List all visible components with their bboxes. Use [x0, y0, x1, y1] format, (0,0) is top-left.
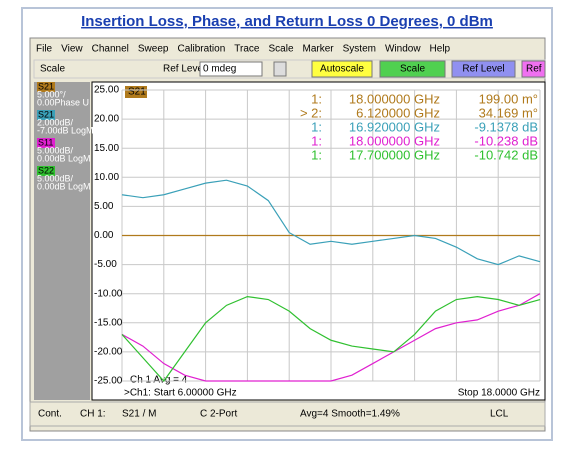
menu-item[interactable]: Window — [385, 44, 421, 55]
y-tick-label: 25.00 — [94, 85, 119, 96]
status-text: C 2-Port — [200, 409, 237, 420]
marker-freq: 6.120000 GHz — [356, 105, 440, 120]
marker-freq: 16.920000 GHz — [349, 119, 440, 134]
marker-value: -9.1378 dB — [474, 119, 538, 134]
legend-swatch[interactable] — [37, 82, 55, 92]
menu-item[interactable]: View — [61, 44, 83, 55]
legend-name[interactable]: S21 — [38, 109, 54, 119]
marker-freq: 17.700000 GHz — [349, 147, 440, 162]
status-bar — [29, 401, 546, 427]
button-label[interactable]: Ref — [526, 64, 542, 75]
trace — [121, 179, 541, 266]
avg-label: Ch 1 Avg = 4 — [130, 375, 188, 386]
legend-swatch[interactable] — [37, 138, 55, 148]
menu-item[interactable]: Trace — [234, 44, 260, 55]
title: Insertion Loss, Phase, and Return Loss 0… — [81, 13, 493, 30]
trace — [121, 295, 541, 382]
legend-scale: 5.000°/ — [37, 89, 66, 99]
status-text: LCL — [490, 409, 509, 420]
marker-id: 1: — [311, 147, 322, 162]
legend-swatch[interactable] — [37, 110, 55, 120]
button-label[interactable]: Autoscale — [320, 64, 364, 75]
stop-label: Stop 18.0000 GHz — [458, 388, 540, 399]
menu-item[interactable]: Scale — [268, 44, 293, 55]
button-label[interactable]: Scale — [400, 64, 425, 75]
y-tick-label: -20.00 — [94, 347, 123, 358]
menu-item[interactable]: System — [343, 44, 376, 55]
status-text: S21 / M — [122, 409, 156, 420]
legend-scale: 2.000dB/ — [37, 117, 74, 127]
marker-id: 1: — [311, 119, 322, 134]
plot-area — [91, 81, 546, 401]
marker-value: -10.742 dB — [474, 147, 538, 162]
y-tick-label: 10.00 — [94, 172, 119, 183]
y-tick-label: -5.00 — [94, 259, 117, 270]
trace-panel — [34, 82, 90, 400]
y-tick-label: -25.00 — [94, 376, 123, 387]
legend-name[interactable]: S21 — [38, 81, 54, 91]
menu-item[interactable]: File — [36, 44, 53, 55]
menu-item[interactable]: Help — [430, 44, 451, 55]
menu-item[interactable]: Sweep — [138, 44, 169, 55]
toolbar-label: Scale — [40, 64, 65, 75]
y-tick-label: 20.00 — [94, 114, 119, 125]
button[interactable] — [521, 60, 546, 78]
legend-ref: 0.00dB LogM — [37, 181, 91, 191]
marker-value: 199.00 m° — [479, 91, 538, 106]
button[interactable] — [451, 60, 516, 78]
legend-ref: 0.00Phase U — [37, 97, 89, 107]
y-tick-label: 0.00 — [94, 230, 114, 241]
menu-item[interactable]: Channel — [92, 44, 129, 55]
y-tick-label: -10.00 — [94, 288, 123, 299]
legend-name[interactable]: S22 — [38, 165, 54, 175]
status-text: CH 1: — [80, 409, 106, 420]
field-label: Ref Level — [163, 64, 205, 75]
marker-id: > 2: — [300, 105, 322, 120]
legend-ref: 0.00dB LogM — [37, 153, 91, 163]
start-label: >Ch1: Start 6.00000 GHz — [124, 388, 237, 399]
status-text: Cont. — [38, 409, 62, 420]
plot-label: S21 — [128, 87, 146, 98]
y-tick-label: 15.00 — [94, 143, 119, 154]
y-tick-label: 5.00 — [94, 201, 114, 212]
legend-name[interactable]: S11 — [38, 137, 53, 147]
menu-item[interactable]: Marker — [303, 44, 335, 55]
field[interactable] — [199, 61, 263, 77]
plot-label-box — [125, 86, 147, 98]
button[interactable] — [379, 60, 446, 78]
y-tick-label: -15.00 — [94, 317, 123, 328]
menu-item[interactable]: Calibration — [177, 44, 225, 55]
marker-value: 34.169 m° — [479, 105, 538, 120]
marker-freq: 18.000000 GHz — [349, 133, 440, 148]
spinner[interactable] — [273, 61, 287, 77]
marker-id: 1: — [311, 91, 322, 106]
button-label[interactable]: Ref Level — [462, 64, 504, 75]
legend-ref: -7.00dB LogM — [37, 125, 94, 135]
legend-scale: 5.000dB/ — [37, 145, 74, 155]
status-text: Avg=4 Smooth=1.49% — [300, 409, 400, 420]
field-value[interactable]: 0 mdeg — [203, 64, 236, 75]
marker-freq: 18.000000 GHz — [349, 91, 440, 106]
trace — [121, 293, 541, 382]
button[interactable] — [311, 60, 373, 78]
marker-id: 1: — [311, 133, 322, 148]
legend-swatch[interactable] — [37, 166, 55, 176]
marker-value: -10.238 dB — [474, 133, 538, 148]
legend-scale: 5.000dB/ — [37, 173, 74, 183]
